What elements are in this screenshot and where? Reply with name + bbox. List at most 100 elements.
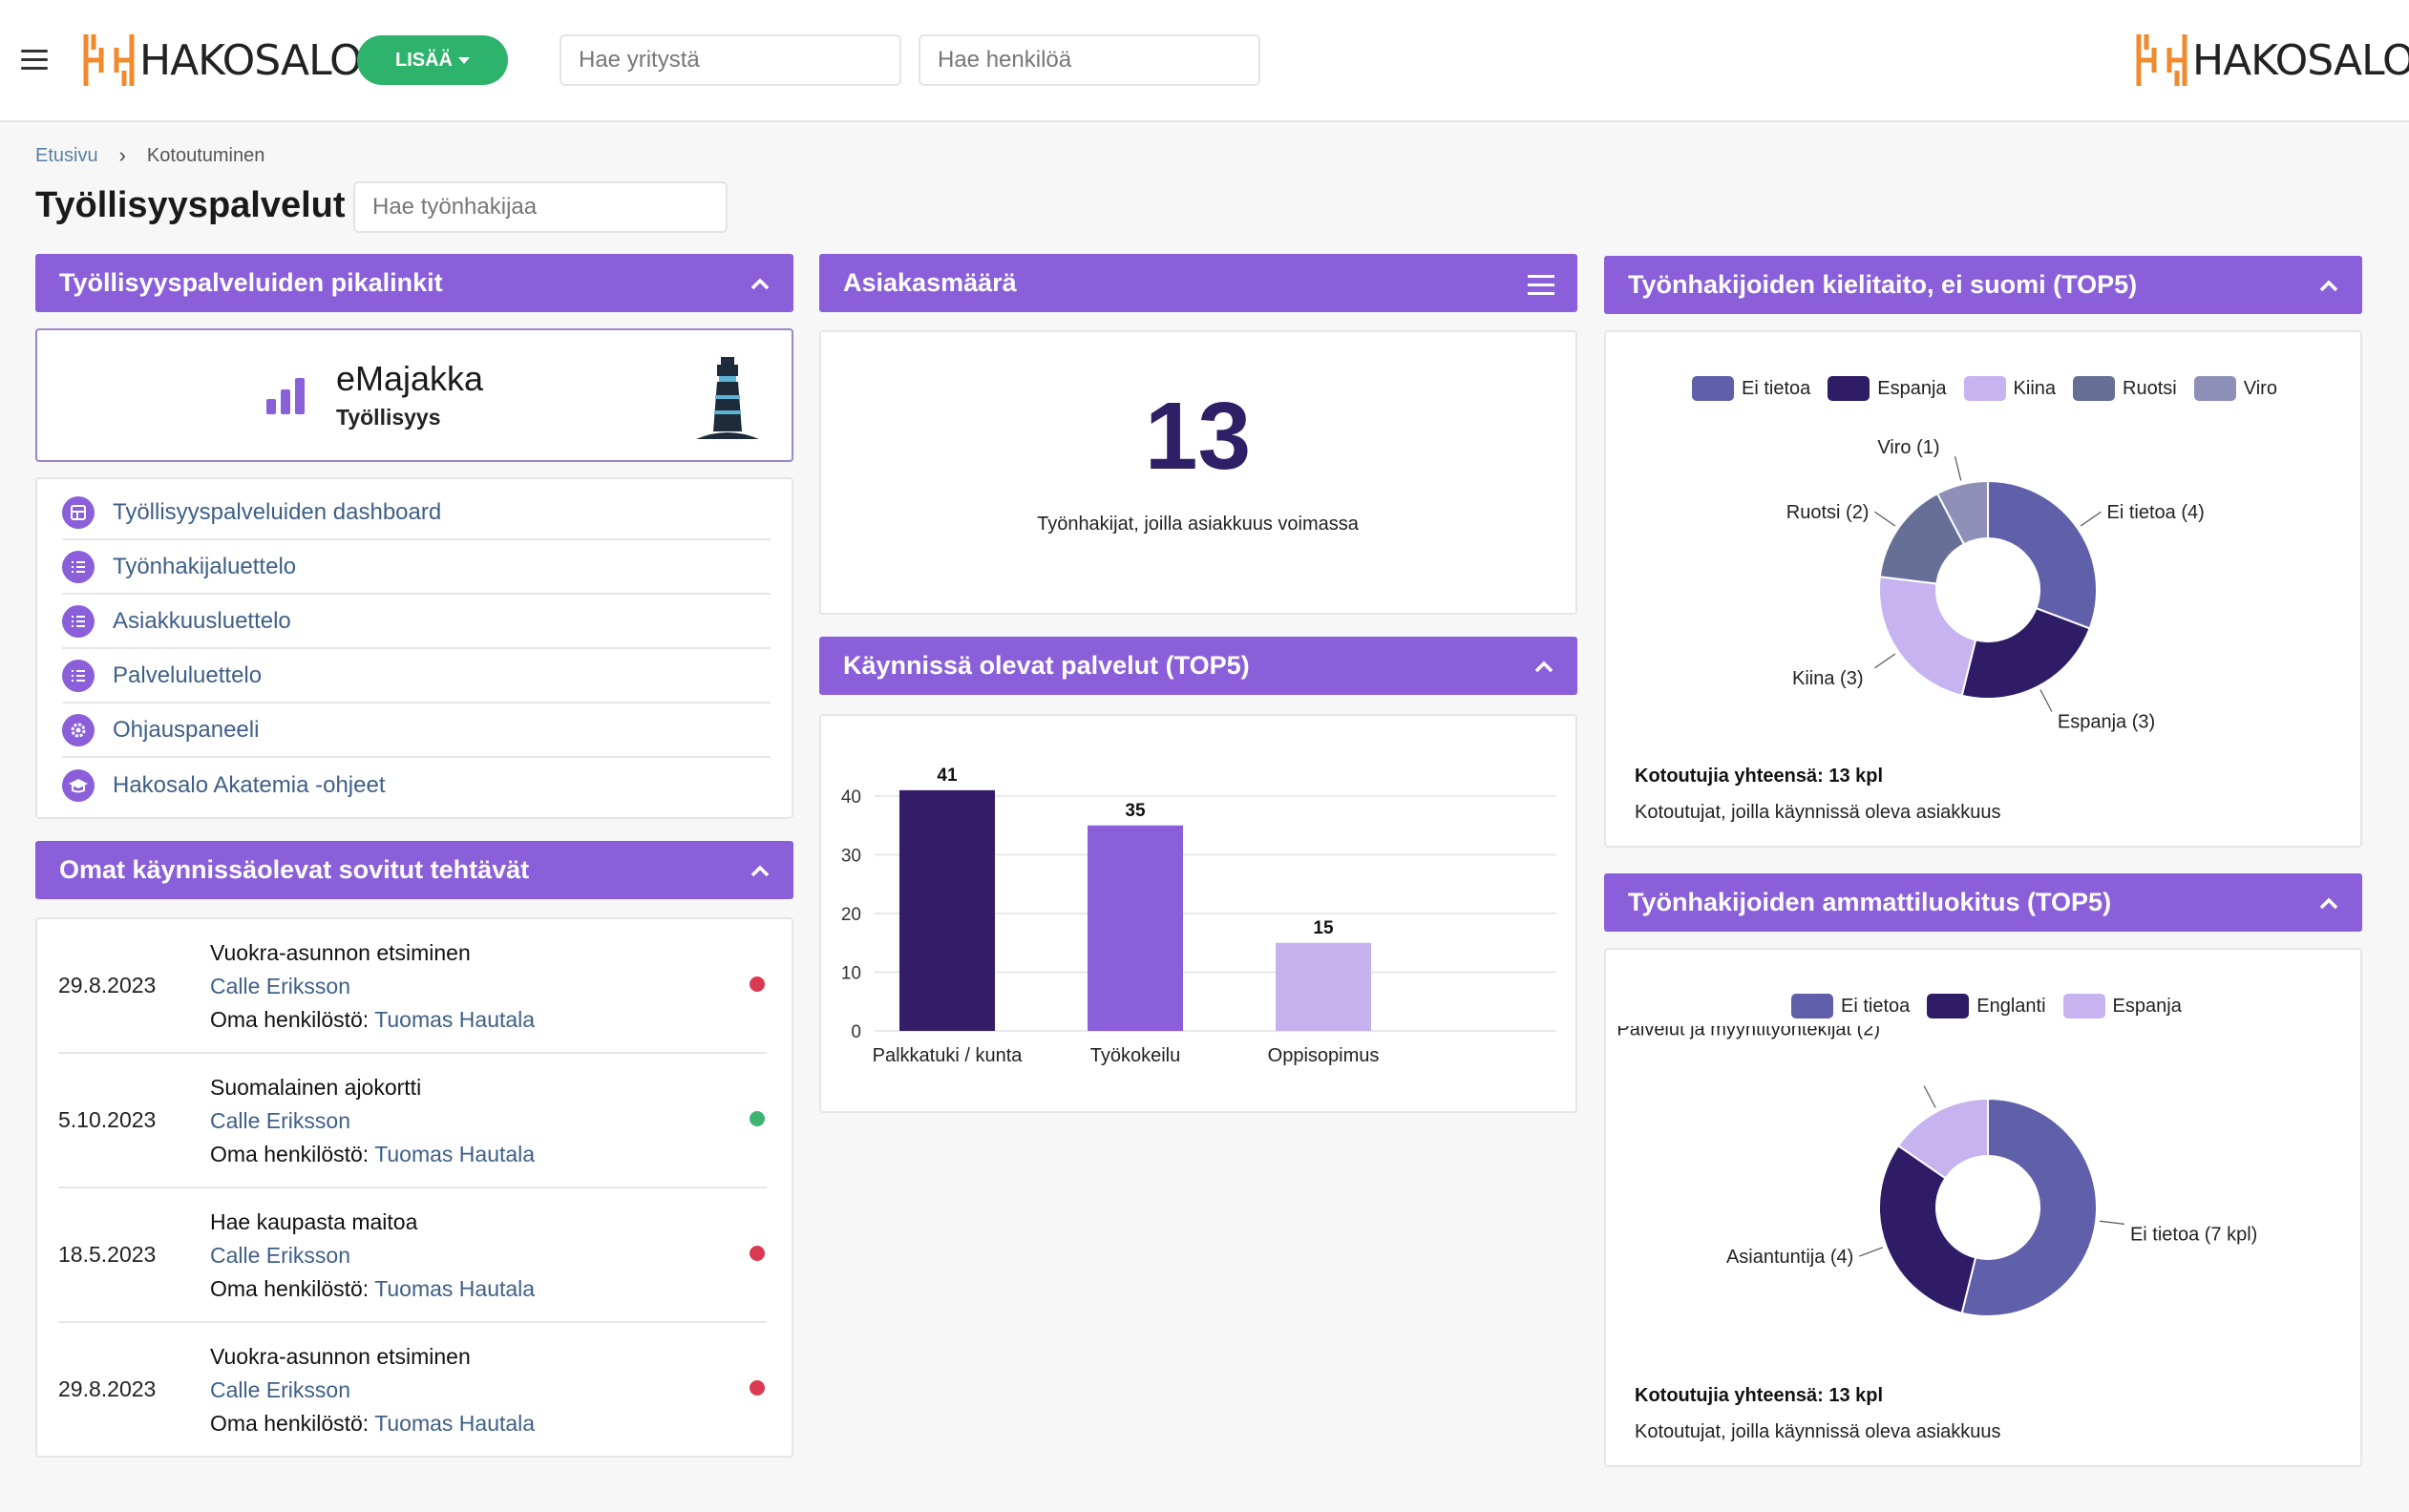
donut-slice <box>1960 606 2091 700</box>
donut-slice <box>1878 576 1977 697</box>
occupations-title: Työnhakijoiden ammattiluokitus (TOP5) <box>1628 888 2112 916</box>
languages-donut-chart: Ei tietoa (4) Espanja (3) Kiina (3) Ruotsi … <box>1786 437 2205 732</box>
legend-label: Espanja <box>1877 377 1947 399</box>
chevron-up-icon[interactable] <box>2318 276 2339 297</box>
languages-legend: Ei tietoa Espanja Kiina Ruotsi Viro <box>1692 376 2277 401</box>
graduation-cap-icon <box>62 769 95 802</box>
legend-item[interactable]: Englanti <box>1927 994 2046 1018</box>
occupations-header[interactable]: Työnhakijoiden ammattiluokitus (TOP5) <box>1604 873 2362 932</box>
logo-right[interactable]: HAKOSALO <box>2135 31 2409 90</box>
staff-label: Oma henkilöstö: <box>210 1411 370 1436</box>
chevron-up-icon[interactable] <box>2318 893 2339 914</box>
legend-swatch <box>1927 994 1970 1018</box>
tasks-header[interactable]: Omat käynnissäolevat sovitut tehtävät <box>35 841 793 899</box>
donut-label: Kiina (3) <box>1792 668 1863 689</box>
legend-swatch <box>1791 994 1833 1018</box>
bar-chart-icon <box>266 378 305 414</box>
x-tick-label: Työkokeilu <box>1090 1045 1181 1066</box>
logo-text: HAKOSALO <box>139 35 363 85</box>
jobseeker-search-input[interactable] <box>372 194 708 220</box>
add-button[interactable]: LISÄÄ <box>357 35 508 85</box>
occupations-chart-card: Ei tietoa Englanti Espanja Ei tietoa (7 kp… <box>1604 948 2362 1467</box>
services-header[interactable]: Käynnissä olevat palvelut (TOP5) <box>819 637 1577 695</box>
task-date: 29.8.2023 <box>58 1376 157 1401</box>
task-person-link[interactable]: Calle Eriksson <box>210 1108 350 1133</box>
clients-card: 13 Työnhakijat, joilla asiakkuus voimass… <box>819 330 1577 615</box>
quicklink-jobseekers[interactable]: Työnhakijaluettelo <box>62 541 771 595</box>
languages-header[interactable]: Työnhakijoiden kielitaito, ei suomi (TOP… <box>1604 256 2362 314</box>
menu-icon[interactable] <box>1528 275 1554 301</box>
task-row[interactable]: 18.5.2023 Hae kaupasta maitoa Calle Erik… <box>58 1188 767 1323</box>
status-dot <box>750 976 765 992</box>
task-row[interactable]: 5.10.2023 Suomalainen ajokortti Calle Er… <box>58 1054 767 1188</box>
task-title: Hae kaupasta maitoa <box>210 1209 418 1234</box>
hamburger-menu-icon[interactable] <box>21 50 48 73</box>
quicklink-clients[interactable]: Asiakkuusluettelo <box>62 596 771 649</box>
legend-item[interactable]: Ruotsi <box>2073 376 2177 401</box>
task-staff: Oma henkilöstö: Tuomas Hautala <box>210 1007 535 1033</box>
languages-chart-card: Ei tietoa Espanja Kiina Ruotsi Viro Ei tieto… <box>1604 330 2362 848</box>
staff-link[interactable]: Tuomas Hautala <box>374 1007 536 1032</box>
x-tick-label: Palkkatuki / kunta <box>873 1045 1024 1066</box>
task-title: Suomalainen ajokortti <box>210 1075 422 1100</box>
quicklink-dashboard[interactable]: Työllisyyspalveluiden dashboard <box>62 487 771 540</box>
company-search[interactable] <box>560 34 901 86</box>
staff-link[interactable]: Tuomas Hautala <box>374 1276 536 1301</box>
chevron-up-icon[interactable] <box>1533 657 1554 678</box>
quicklink-label: Asiakkuusluettelo <box>113 608 291 634</box>
tasks-title: Omat käynnissäolevat sovitut tehtävät <box>59 855 530 884</box>
legend-label: Ei tietoa <box>1841 995 1911 1017</box>
logo-text: HAKOSALO <box>2192 35 2409 85</box>
task-person-link[interactable]: Calle Eriksson <box>210 974 350 998</box>
legend-item[interactable]: Viro <box>2193 376 2277 401</box>
task-row[interactable]: 29.8.2023 Vuokra-asunnon etsiminen Calle… <box>58 1323 767 1458</box>
list-icon <box>62 605 95 638</box>
task-staff: Oma henkilöstö: Tuomas Hautala <box>210 1142 535 1167</box>
legend-swatch <box>1692 376 1734 401</box>
bar <box>899 789 995 1031</box>
chevron-up-icon[interactable] <box>750 274 771 295</box>
y-tick-label: 40 <box>841 788 861 808</box>
legend-item[interactable]: Espanja <box>2062 994 2182 1018</box>
languages-title: Työnhakijoiden kielitaito, ei suomi (TOP… <box>1628 270 2138 299</box>
quicklink-control-panel[interactable]: Ohjauspaneeli <box>62 704 771 758</box>
donut-label: Asiantuntija (4) <box>1726 1247 1853 1268</box>
legend-item[interactable]: Espanja <box>1828 376 1947 401</box>
quicklink-services[interactable]: Palveluluettelo <box>62 650 771 704</box>
client-count-caption: Työnhakijat, joilla asiakkuus voimassa <box>1037 514 1359 535</box>
task-person-link[interactable]: Calle Eriksson <box>210 1243 350 1268</box>
task-staff: Oma henkilöstö: Tuomas Hautala <box>210 1411 535 1437</box>
jobseeker-search[interactable] <box>353 181 728 233</box>
breadcrumb-home[interactable]: Etusivu <box>35 144 98 166</box>
donut-leader-line <box>1874 511 1896 527</box>
person-search[interactable] <box>919 34 1260 86</box>
hakosalo-logo-icon <box>2136 34 2187 86</box>
clients-header[interactable]: Asiakasmäärä <box>819 254 1577 312</box>
dashboard-icon <box>62 496 95 529</box>
legend-item[interactable]: Ei tietoa <box>1692 376 1810 401</box>
emajakka-card[interactable]: eMajakka Työllisyys <box>35 328 793 462</box>
legend-swatch <box>2193 376 2236 401</box>
person-search-input[interactable] <box>938 47 1241 74</box>
staff-label: Oma henkilöstö: <box>210 1276 370 1301</box>
staff-link[interactable]: Tuomas Hautala <box>374 1411 536 1436</box>
task-date: 29.8.2023 <box>58 973 157 998</box>
donut-leader-line <box>2080 511 2102 527</box>
donut-label: Ruotsi (2) <box>1786 502 1870 523</box>
task-title: Vuokra-asunnon etsiminen <box>210 940 471 965</box>
donut-leader-line <box>1859 1247 1883 1257</box>
quicklinks-header[interactable]: Työllisyyspalveluiden pikalinkit <box>35 254 793 312</box>
task-row[interactable]: 29.8.2023 Vuokra-asunnon etsiminen Calle… <box>58 919 767 1054</box>
quicklink-academy[interactable]: Hakosalo Akatemia -ohjeet <box>62 759 771 812</box>
bar-value-label: 35 <box>1125 801 1146 821</box>
emajakka-title: eMajakka <box>336 359 484 398</box>
legend-item[interactable]: Ei tietoa <box>1791 994 1910 1018</box>
task-date: 18.5.2023 <box>58 1242 157 1267</box>
legend-item[interactable]: Kiina <box>1963 376 2056 401</box>
legend-label: Ei tietoa <box>1742 377 1811 399</box>
logo[interactable]: HAKOSALO <box>82 31 363 90</box>
staff-link[interactable]: Tuomas Hautala <box>374 1142 536 1166</box>
company-search-input[interactable] <box>579 47 882 74</box>
chevron-up-icon[interactable] <box>750 861 771 882</box>
task-person-link[interactable]: Calle Eriksson <box>210 1377 350 1402</box>
